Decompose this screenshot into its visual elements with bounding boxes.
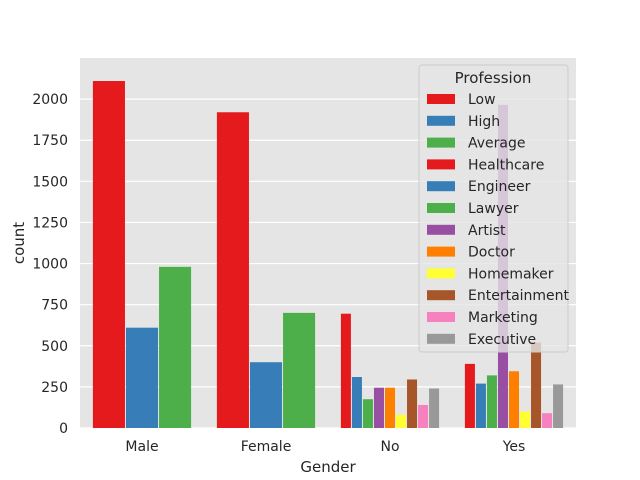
y-tick-label: 750	[41, 298, 68, 314]
bar-homemaker	[396, 414, 407, 428]
legend-swatch	[427, 137, 455, 148]
x-tick-label: Female	[241, 439, 292, 455]
legend-label: Healthcare	[468, 157, 544, 173]
legend-label: Marketing	[468, 310, 538, 326]
bar-average	[159, 266, 192, 428]
legend-items: Low High Average Healthcare Engineer Lawyer Ar…	[427, 92, 570, 348]
bars	[92, 81, 564, 429]
bar-entertainment	[531, 342, 542, 428]
bar-high	[125, 327, 159, 428]
legend-swatch	[427, 333, 455, 344]
legend-label: Homemaker	[468, 266, 554, 282]
legend-swatch	[427, 181, 455, 192]
legend-label: Doctor	[468, 245, 515, 261]
x-tick-label: Yes	[502, 439, 526, 455]
legend-label: Entertainment	[468, 288, 570, 304]
x-axis-ticks: Male Female No Yes	[125, 439, 525, 455]
legend-swatch	[427, 115, 455, 126]
legend-swatch	[427, 246, 455, 257]
y-tick-label: 1750	[32, 133, 68, 149]
bar-low	[216, 112, 249, 429]
legend-swatch	[427, 94, 455, 104]
y-tick-label: 1250	[32, 215, 68, 231]
bar-engineer	[351, 377, 362, 428]
legend-swatch	[427, 224, 455, 235]
bar-low	[92, 81, 125, 429]
legend-swatch	[427, 312, 455, 322]
legend-box	[418, 64, 569, 353]
legend-swatch	[427, 159, 455, 170]
legend-label: Low	[468, 92, 496, 108]
legend-label: Lawyer	[468, 201, 519, 217]
y-tick-label: 2000	[32, 92, 68, 108]
bar-average	[283, 312, 316, 428]
legend-label: Average	[468, 136, 526, 152]
y-tick-label: 250	[41, 380, 68, 396]
bar-healthcare	[340, 313, 351, 428]
x-axis-title: Gender	[300, 458, 356, 476]
bar-lawyer	[486, 375, 497, 428]
legend-label: Artist	[468, 223, 506, 239]
legend-label: Executive	[468, 332, 536, 348]
bar-artist	[373, 387, 384, 428]
y-axis-ticks: 0 250 500 750 1000 1250 1500 1750 2000	[32, 92, 68, 437]
y-tick-label: 1500	[32, 174, 68, 190]
legend-swatch	[427, 268, 455, 279]
x-tick-label: No	[380, 439, 399, 455]
bar-doctor	[384, 387, 396, 428]
bar-high	[249, 362, 283, 428]
legend-label: Engineer	[468, 179, 531, 195]
bar-healthcare	[464, 363, 475, 428]
bar-executive	[553, 384, 564, 428]
bar-engineer	[475, 383, 486, 428]
bar-lawyer	[362, 399, 373, 428]
legend-swatch	[427, 203, 455, 213]
bar-marketing	[418, 404, 429, 428]
bar-marketing	[542, 413, 553, 428]
y-tick-label: 0	[59, 421, 68, 437]
y-axis-title: count	[10, 222, 28, 264]
legend-label: High	[468, 114, 500, 130]
y-tick-label: 1000	[32, 257, 68, 273]
legend-swatch	[427, 290, 455, 301]
legend: Profession Low High Average Healthcare Engin…	[418, 64, 570, 353]
bar-homemaker	[520, 411, 531, 428]
x-tick-label: Male	[125, 439, 158, 455]
bar-executive	[429, 388, 440, 428]
bar-entertainment	[407, 379, 418, 428]
bar-doctor	[508, 371, 520, 428]
legend-title: Profession	[455, 69, 532, 87]
y-tick-label: 500	[41, 339, 68, 355]
